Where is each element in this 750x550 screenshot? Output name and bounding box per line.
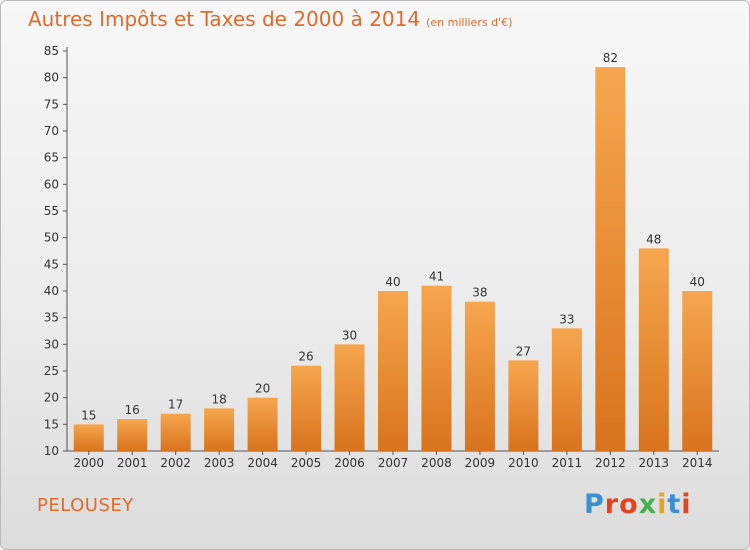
x-tick-label: 2010 [508,456,539,470]
data-label-2010: 27 [516,344,531,358]
data-label-2003: 18 [211,392,226,406]
x-tick-label: 2000 [73,456,104,470]
logo-letter: o [619,489,639,520]
bar-2008 [421,285,452,451]
x-tick-label: 2005 [291,456,322,470]
x-tick-label: 2014 [682,456,713,470]
logo-letter: i [657,489,668,520]
y-tick-label: 70 [44,124,59,138]
commune-name: PELOUSEY [37,495,134,516]
chart-title: Autres Impôts et Taxes de 2000 à 2014 (en… [28,7,512,31]
x-tick-label: 2011 [552,456,583,470]
x-tick-label: 2007 [378,456,409,470]
y-tick-label: 50 [44,231,59,245]
bar-2003 [204,408,235,451]
bar-2010 [508,360,539,451]
x-tick-label: 2008 [421,456,452,470]
x-tick-label: 2012 [595,456,626,470]
bar-2005 [291,365,322,451]
y-tick-label: 85 [44,44,59,58]
bar-2002 [160,413,191,451]
x-tick-label: 2004 [247,456,278,470]
logo-letter: i [681,489,692,520]
y-tick-label: 30 [44,337,59,351]
data-label-2005: 26 [298,350,313,364]
logo-letter: t [667,489,682,520]
y-tick-label: 40 [44,284,59,298]
y-tick-label: 65 [44,151,59,165]
bar-2014 [682,291,713,451]
x-tick-label: 2003 [204,456,235,470]
data-label-2009: 38 [472,286,487,300]
x-tick-label: 2001 [117,456,148,470]
bar-2012 [595,67,626,451]
y-tick-label: 35 [44,311,59,325]
data-label-2008: 41 [429,270,444,284]
x-tick-label: 2006 [334,456,365,470]
y-tick-label: 75 [44,97,59,111]
bar-2007 [378,291,408,451]
logo-letter: r [604,489,620,520]
axes: 10 15 20 25 30 35 40 45 50 55 60 65 70 75 80 85 2000 2001… [44,44,719,470]
data-label-2013: 48 [646,232,661,246]
bars [73,67,713,451]
y-tick-label: 60 [44,177,59,191]
data-label-2011: 33 [559,312,574,326]
data-label-2000: 15 [81,408,96,422]
y-tick-label: 55 [44,204,59,218]
y-tick-label: 45 [44,257,59,271]
bar-2013 [638,248,669,451]
bar-2001 [117,419,148,451]
bar-2006 [334,344,365,451]
bar-2009 [464,301,495,451]
chart-unit: (en milliers d'€) [426,16,513,29]
y-tick-label: 20 [44,391,59,405]
bar-2011 [551,328,582,451]
bar-2000 [73,424,104,451]
data-label-2006: 30 [342,328,357,342]
chart-title-text: Autres Impôts et Taxes de 2000 à 2014 [28,7,421,31]
data-label-2004: 20 [255,382,270,396]
x-tick-label: 2013 [639,456,670,470]
y-tick-label: 25 [44,364,59,378]
y-tick-label: 15 [44,417,59,431]
logo-letter: P [584,489,605,520]
data-labels: 15 16 17 18 20 26 30 40 41 38 27 33 82 48 40 [81,51,705,422]
y-tick-label: 10 [44,444,59,458]
data-label-2012: 82 [603,51,618,65]
x-tick-label: 2002 [160,456,191,470]
logo-letter: x [638,489,658,520]
data-label-2014: 40 [690,275,705,289]
data-label-2001: 16 [125,403,140,417]
y-tick-label: 80 [44,71,59,85]
proxiti-logo[interactable]: Proxiti [584,489,692,520]
data-label-2002: 17 [168,398,183,412]
data-label-2007: 40 [385,275,400,289]
x-tick-label: 2009 [465,456,496,470]
bar-2004 [247,397,278,451]
